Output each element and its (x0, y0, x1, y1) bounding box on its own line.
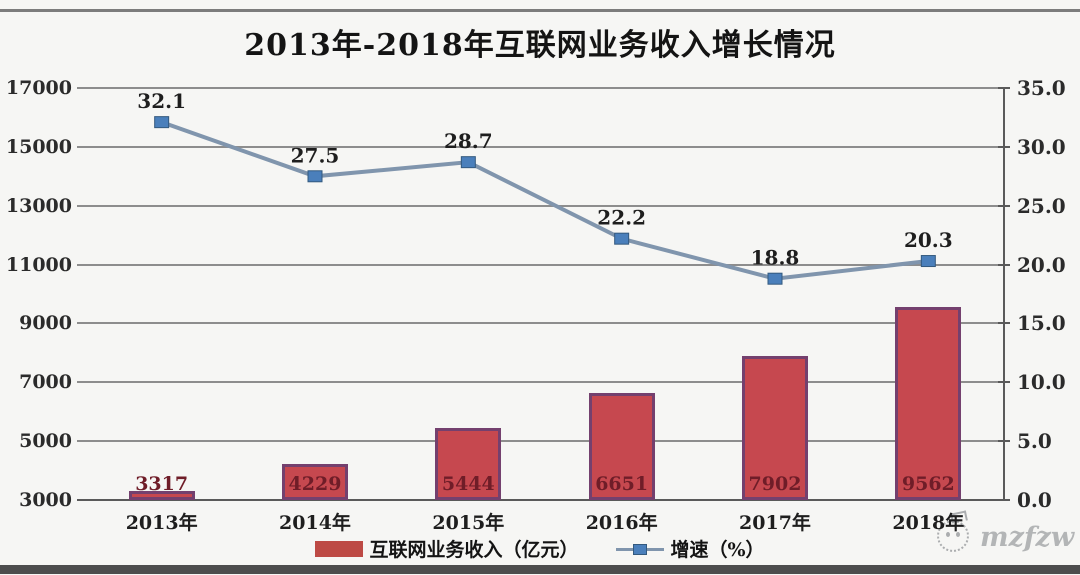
watermark-text: mzfzw (980, 522, 1075, 553)
right-axis-tick-label: 5.0 (1017, 429, 1052, 454)
bar-value-label: 7902 (748, 473, 802, 495)
chart-title: 2013年-2018年互联网业务收入增长情况 (244, 28, 836, 63)
x-axis-label: 2013年 (125, 512, 198, 534)
gridline (77, 381, 1007, 384)
bar-value-label: 6651 (595, 473, 649, 495)
bar-value-label: 9562 (901, 473, 955, 495)
revenue-bar (128, 490, 195, 500)
growth-line (161, 120, 929, 281)
x-axis-label: 2014年 (279, 512, 351, 534)
growth-value-label: 20.3 (904, 228, 953, 252)
top-divider (0, 9, 1080, 12)
x-axis-label: 2017年 (739, 512, 811, 534)
left-axis-tick-label: 9000 (19, 312, 72, 335)
growth-value-label: 28.7 (444, 129, 493, 153)
left-axis-tick-label: 3000 (19, 489, 72, 511)
growth-line-layer: 32.1 27.5 28.7 22.2 18.8 20.3 (137, 89, 953, 285)
left-axis-tick-label: 15000 (5, 135, 72, 158)
right-axis-tick-label: 25.0 (1017, 193, 1066, 218)
right-axis-line (1003, 88, 1005, 501)
bar-value-label: 4229 (288, 473, 342, 495)
legend-label-revenue: 互联网业务收入（亿元） (369, 539, 579, 561)
right-axis-tick-label: 35.0 (1017, 76, 1066, 100)
growth-value-label: 18.8 (751, 246, 800, 270)
right-axis-tick-label: 30.0 (1017, 134, 1066, 159)
bar-value-label: 5444 (441, 473, 495, 495)
growth-marker (767, 272, 783, 285)
line-swatch-marker (633, 543, 648, 555)
growth-value-label: 22.2 (597, 206, 646, 230)
gridline (77, 440, 1007, 443)
right-axis-tick-label: 20.0 (1017, 252, 1066, 277)
x-axis-label: 2016年 (585, 512, 658, 534)
plot-area: 3317 4229 5444 6651 7902 9562 (77, 87, 1010, 501)
left-axis-tick-label: 5000 (19, 430, 72, 453)
gridline (77, 87, 1007, 89)
left-axis-tick-label: 11000 (5, 253, 72, 276)
legend-label-growth: 增速（%） (670, 539, 765, 561)
x-axis-line (77, 499, 1007, 501)
gridline (77, 322, 1007, 325)
growth-value-label: 32.1 (137, 89, 186, 113)
watermark: mzfzw (902, 510, 1075, 564)
right-axis-tick-label: 15.0 (1017, 311, 1066, 336)
left-axis-tick-label: 13000 (5, 194, 72, 217)
growth-value-label: 27.5 (291, 143, 340, 167)
growth-marker (614, 232, 630, 245)
legend-item-revenue: 互联网业务收入（亿元） (315, 535, 578, 562)
revenue-bar (282, 463, 348, 500)
growth-marker (154, 116, 170, 129)
gridline (77, 263, 1007, 266)
left-axis-tick-label: 7000 (19, 371, 72, 394)
revenue-bar (588, 392, 655, 500)
gridline (77, 204, 1007, 207)
left-axis-tick-label: 17000 (5, 77, 72, 99)
revenue-bar (435, 428, 502, 500)
revenue-bar (742, 355, 808, 500)
revenue-bar-swatch (315, 540, 364, 557)
growth-line-swatch (616, 543, 665, 555)
growth-marker (920, 255, 936, 268)
right-axis-tick-label: 10.0 (1017, 370, 1066, 395)
revenue-bar (895, 306, 962, 500)
legend-item-growth: 增速（%） (616, 535, 765, 562)
chart-legend: 互联网业务收入（亿元） 增速（%） (0, 535, 1080, 562)
x-axis-label: 2018年 (892, 512, 965, 534)
growth-marker (460, 156, 476, 169)
x-axis-label: 2015年 (432, 512, 505, 534)
bottom-divider (0, 565, 1080, 574)
growth-marker (307, 170, 323, 183)
bar-value-label: 3317 (135, 473, 189, 495)
right-axis-tick-label: 0.0 (1017, 488, 1052, 512)
watermark-face-icon (937, 510, 969, 552)
gridline (77, 145, 1007, 148)
